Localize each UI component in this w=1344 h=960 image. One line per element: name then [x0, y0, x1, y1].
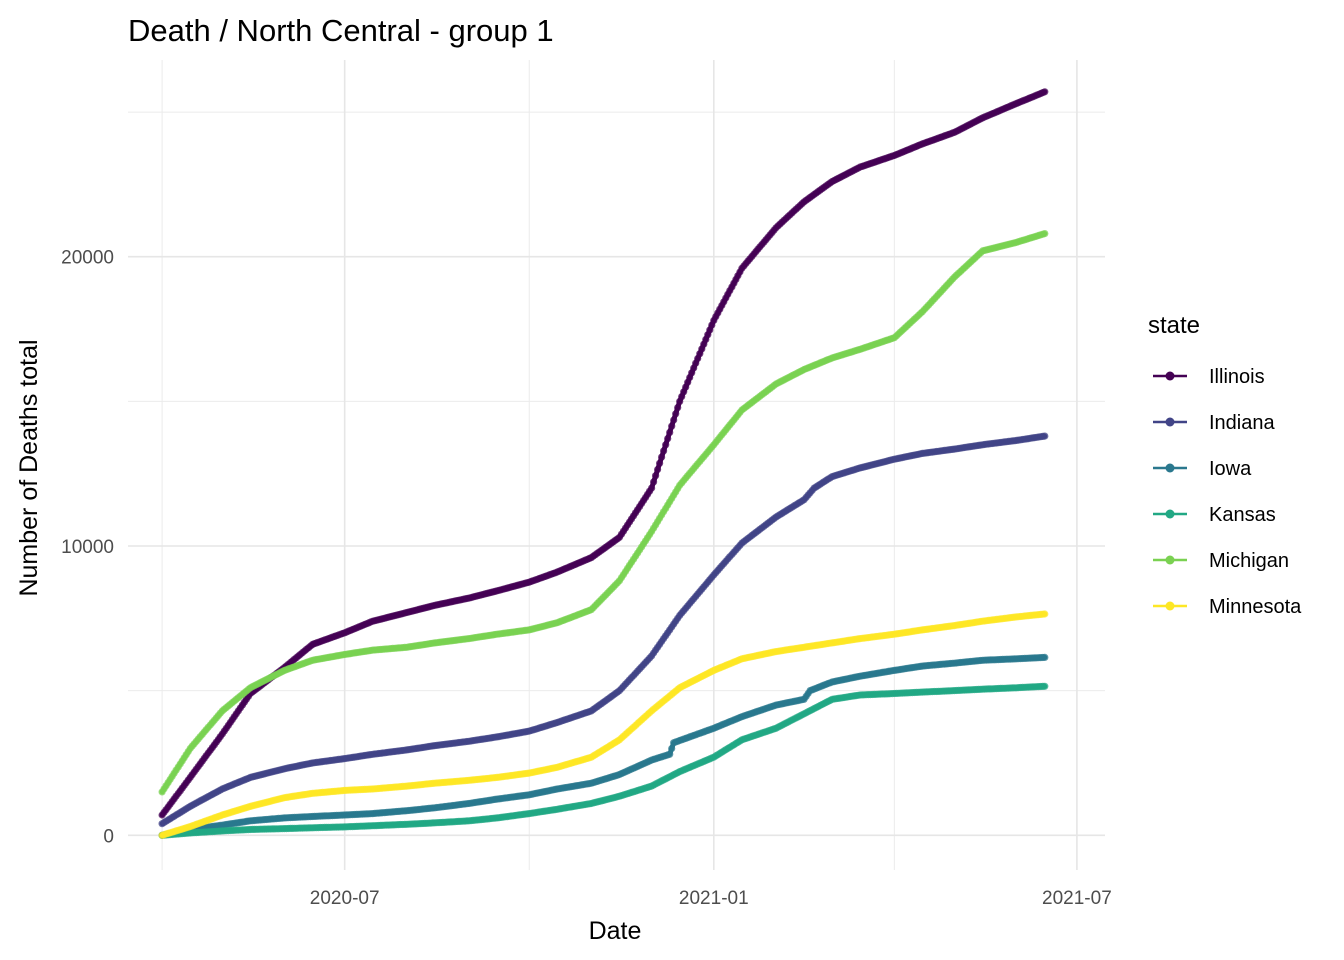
series-indiana — [158, 432, 1049, 828]
legend-key-point — [1165, 463, 1175, 473]
data-point — [658, 453, 666, 461]
data-point — [650, 478, 658, 486]
legend-label: Iowa — [1209, 458, 1252, 480]
legend-item-indiana: Indiana — [1153, 412, 1275, 434]
data-point — [1041, 682, 1049, 690]
series-minnesota — [158, 610, 1049, 839]
grid — [128, 60, 1105, 870]
data-point — [1041, 432, 1049, 440]
data-point — [652, 472, 660, 480]
data-point — [672, 410, 680, 418]
legend-key-point — [1165, 509, 1175, 519]
legend-item-iowa: Iowa — [1153, 458, 1252, 480]
legend-item-kansas: Kansas — [1153, 504, 1276, 526]
legend-label: Kansas — [1209, 504, 1276, 526]
data-point — [666, 750, 674, 758]
legend-label: Indiana — [1209, 412, 1275, 434]
data-point — [668, 422, 676, 430]
x-axis-title: Date — [589, 917, 642, 945]
legend-key-point — [1165, 601, 1175, 611]
legend-key-point — [1165, 417, 1175, 427]
y-tick-label: 10000 — [61, 537, 114, 558]
legend-item-minnesota: Minnesota — [1153, 596, 1302, 618]
x-tick-label: 2021-07 — [1042, 888, 1112, 909]
x-tick-label: 2021-01 — [679, 888, 749, 909]
data-point — [660, 447, 668, 455]
x-tick-label: 2020-07 — [310, 888, 380, 909]
data-point — [1041, 230, 1049, 238]
x-axis-ticks: 2020-07 2021-01 2021-07 — [310, 888, 1112, 909]
series-layer — [158, 88, 1049, 839]
series-line — [159, 683, 1048, 838]
data-point — [1041, 610, 1049, 618]
data-point — [662, 441, 670, 449]
legend-title: state — [1148, 312, 1200, 339]
data-point — [674, 404, 682, 412]
chart-title: Death / North Central - group 1 — [128, 13, 554, 48]
legend-label: Illinois — [1209, 366, 1265, 388]
y-axis-title: Number of Deaths total — [15, 339, 43, 596]
series-illinois — [158, 88, 1049, 819]
legend-key-point — [1165, 555, 1175, 565]
data-point — [648, 484, 656, 492]
data-point — [1041, 88, 1049, 96]
data-point — [670, 416, 678, 424]
series-michigan — [158, 230, 1049, 796]
legend-item-illinois: Illinois — [1153, 366, 1265, 388]
series-kansas — [158, 682, 1049, 839]
y-tick-label: 0 — [103, 826, 114, 847]
data-point — [654, 465, 662, 474]
data-point — [668, 744, 676, 753]
data-point — [656, 459, 664, 467]
data-point — [664, 435, 672, 443]
y-axis-ticks: 0 10000 20000 — [61, 248, 114, 848]
legend-label: Michigan — [1209, 550, 1289, 572]
legend-item-michigan: Michigan — [1153, 550, 1289, 572]
data-point — [1041, 653, 1049, 662]
legend: state Illinois Indiana Iowa Kansas Michigan M… — [1148, 312, 1302, 618]
y-tick-label: 20000 — [61, 248, 114, 269]
data-point — [666, 428, 674, 436]
legend-label: Minnesota — [1209, 596, 1302, 618]
legend-key-point — [1165, 371, 1175, 381]
